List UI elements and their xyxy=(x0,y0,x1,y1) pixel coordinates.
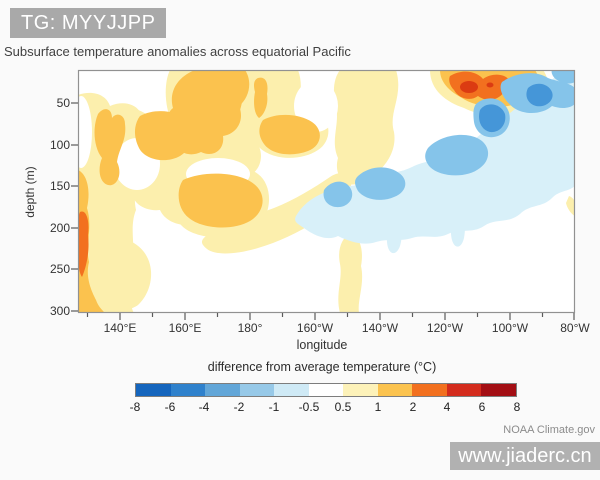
axis-ticks xyxy=(71,102,575,320)
x-tick-label: 180° xyxy=(237,321,263,335)
x-tick-label: 100°W xyxy=(491,321,529,335)
warm-anomaly-strong xyxy=(78,70,539,313)
colorbar-segment xyxy=(481,384,517,396)
colorbar-segment xyxy=(205,384,240,396)
x-tick-label: 120°W xyxy=(426,321,464,335)
colorbar-segment xyxy=(446,384,482,396)
colorbar-tick-label: -8 xyxy=(129,400,141,414)
colorbar-title: difference from average temperature (°C) xyxy=(207,360,437,374)
colorbar-segment xyxy=(239,384,275,396)
colorbar-tick-label: -6 xyxy=(164,400,176,414)
watermark-top-text: TG: MYYJJPP xyxy=(21,12,156,34)
y-tick-label: 250 xyxy=(49,262,70,276)
colorbar xyxy=(135,383,517,397)
y-tick-label: 50 xyxy=(56,96,70,110)
x-tick-label: 80°W xyxy=(560,321,590,335)
colorbar-tick-label: -1 xyxy=(268,400,280,414)
watermark-bottom-text: www.jiaderc.cn xyxy=(458,445,592,467)
colorbar-tick-label: -4 xyxy=(198,400,210,414)
colorbar-segment xyxy=(412,384,447,396)
y-tick-label: 300 xyxy=(49,304,70,318)
colorbar-segment xyxy=(136,384,171,396)
plot-frame xyxy=(77,69,576,314)
credit-text: NOAA Climate.gov xyxy=(503,424,595,436)
colorbar-tick-label: 6 xyxy=(478,400,486,414)
colorbar-segment xyxy=(274,384,309,396)
colorbar-segment xyxy=(377,384,413,396)
cool-anomaly-core xyxy=(479,83,553,133)
x-axis-label: longitude xyxy=(296,338,348,352)
colorbar-tick-label: 2 xyxy=(409,400,417,414)
watermark-badge-bottom: www.jiaderc.cn xyxy=(450,442,600,470)
x-tick-label: 160°E xyxy=(168,321,202,335)
colorbar-tick-label: 1 xyxy=(374,400,382,414)
x-tick-label: 140°W xyxy=(361,321,399,335)
colorbar-segment xyxy=(308,384,344,396)
contour-fills xyxy=(78,70,575,313)
watermark-badge-top: TG: MYYJJPP xyxy=(10,8,167,38)
x-tick-label: 160°W xyxy=(296,321,334,335)
chart-title: Subsurface temperature anomalies across … xyxy=(4,44,351,59)
y-tick-label: 200 xyxy=(49,221,70,235)
y-axis-label: depth (m) xyxy=(23,166,37,218)
colorbar-segment xyxy=(170,384,206,396)
y-tick-label: 150 xyxy=(49,179,70,193)
x-tick-label: 140°E xyxy=(103,321,137,335)
colorbar-tick-label: 0.5 xyxy=(334,400,352,414)
colorbar-tick-label: -2 xyxy=(233,400,245,414)
colorbar-segment xyxy=(343,384,378,396)
y-tick-label: 100 xyxy=(49,138,70,152)
contour-plot xyxy=(71,69,576,320)
colorbar-tick-label: 8 xyxy=(513,400,521,414)
cool-anomaly-region xyxy=(295,70,575,254)
colorbar-tick-label: 4 xyxy=(443,400,451,414)
colorbar-tick-label: -0.5 xyxy=(298,400,320,414)
